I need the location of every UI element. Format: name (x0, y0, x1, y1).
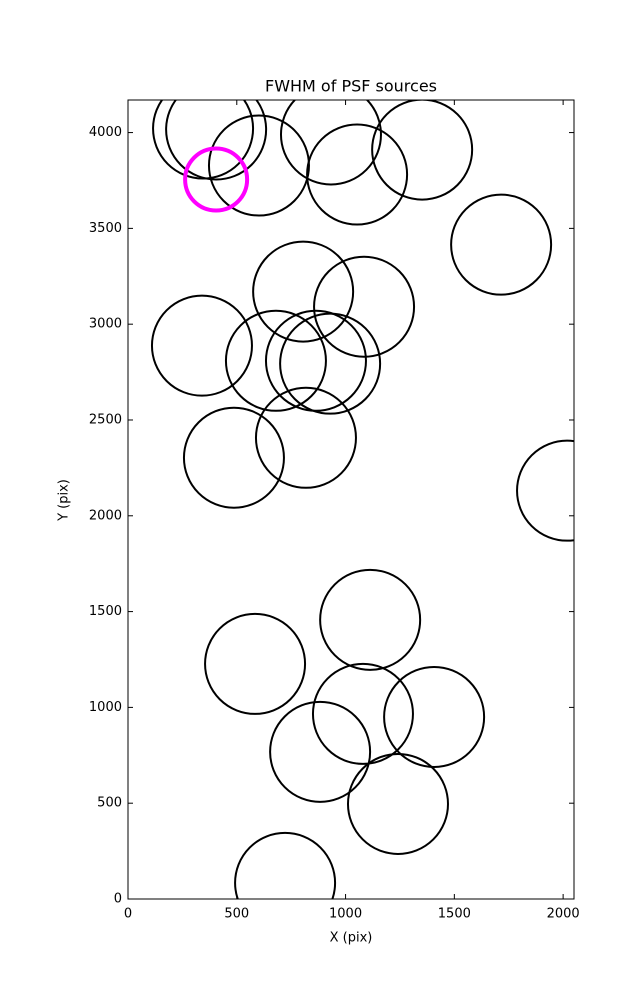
chart-title: FWHM of PSF sources (265, 77, 437, 96)
source-circle (182, 406, 285, 509)
y-tick-label: 2500 (89, 412, 122, 427)
y-tick-label: 3000 (89, 317, 122, 332)
x-tick-label: 500 (224, 907, 249, 922)
source-circle (279, 100, 382, 186)
x-tick-label: 2000 (547, 907, 580, 922)
y-tick-label: 0 (114, 892, 122, 907)
source-circle (234, 831, 337, 899)
y-axis-label: Y (pix) (57, 479, 72, 522)
x-tick-label: 1500 (438, 907, 471, 922)
source-circle (269, 700, 372, 803)
source-circle (346, 752, 449, 855)
source-circle (150, 294, 253, 397)
source-circle (450, 193, 553, 296)
source-circle (311, 662, 414, 765)
source-circle (254, 386, 357, 489)
source-circle (306, 123, 409, 226)
y-tick-label: 1000 (89, 700, 122, 715)
source-circle (207, 114, 310, 217)
source-circle (319, 568, 422, 671)
y-tick-label: 1500 (89, 604, 122, 619)
plot-area (150, 100, 574, 899)
source-circle (313, 255, 416, 358)
y-tick-label: 4000 (89, 125, 122, 140)
source-circle (204, 612, 307, 715)
y-tick-label: 2000 (89, 508, 122, 523)
source-circle (183, 146, 250, 213)
source-circle (279, 312, 382, 415)
x-axis-label: X (pix) (330, 931, 373, 946)
x-tick-label: 1000 (329, 907, 362, 922)
source-circle (224, 309, 327, 412)
x-tick-label: 0 (124, 907, 132, 922)
plot-frame (127, 99, 575, 900)
source-circle (252, 240, 355, 343)
source-circle (383, 665, 486, 768)
y-tick-label: 500 (97, 796, 122, 811)
source-circle (516, 439, 574, 542)
source-circle (165, 100, 268, 181)
source-circle (371, 100, 474, 201)
y-tick-label: 3500 (89, 221, 122, 236)
